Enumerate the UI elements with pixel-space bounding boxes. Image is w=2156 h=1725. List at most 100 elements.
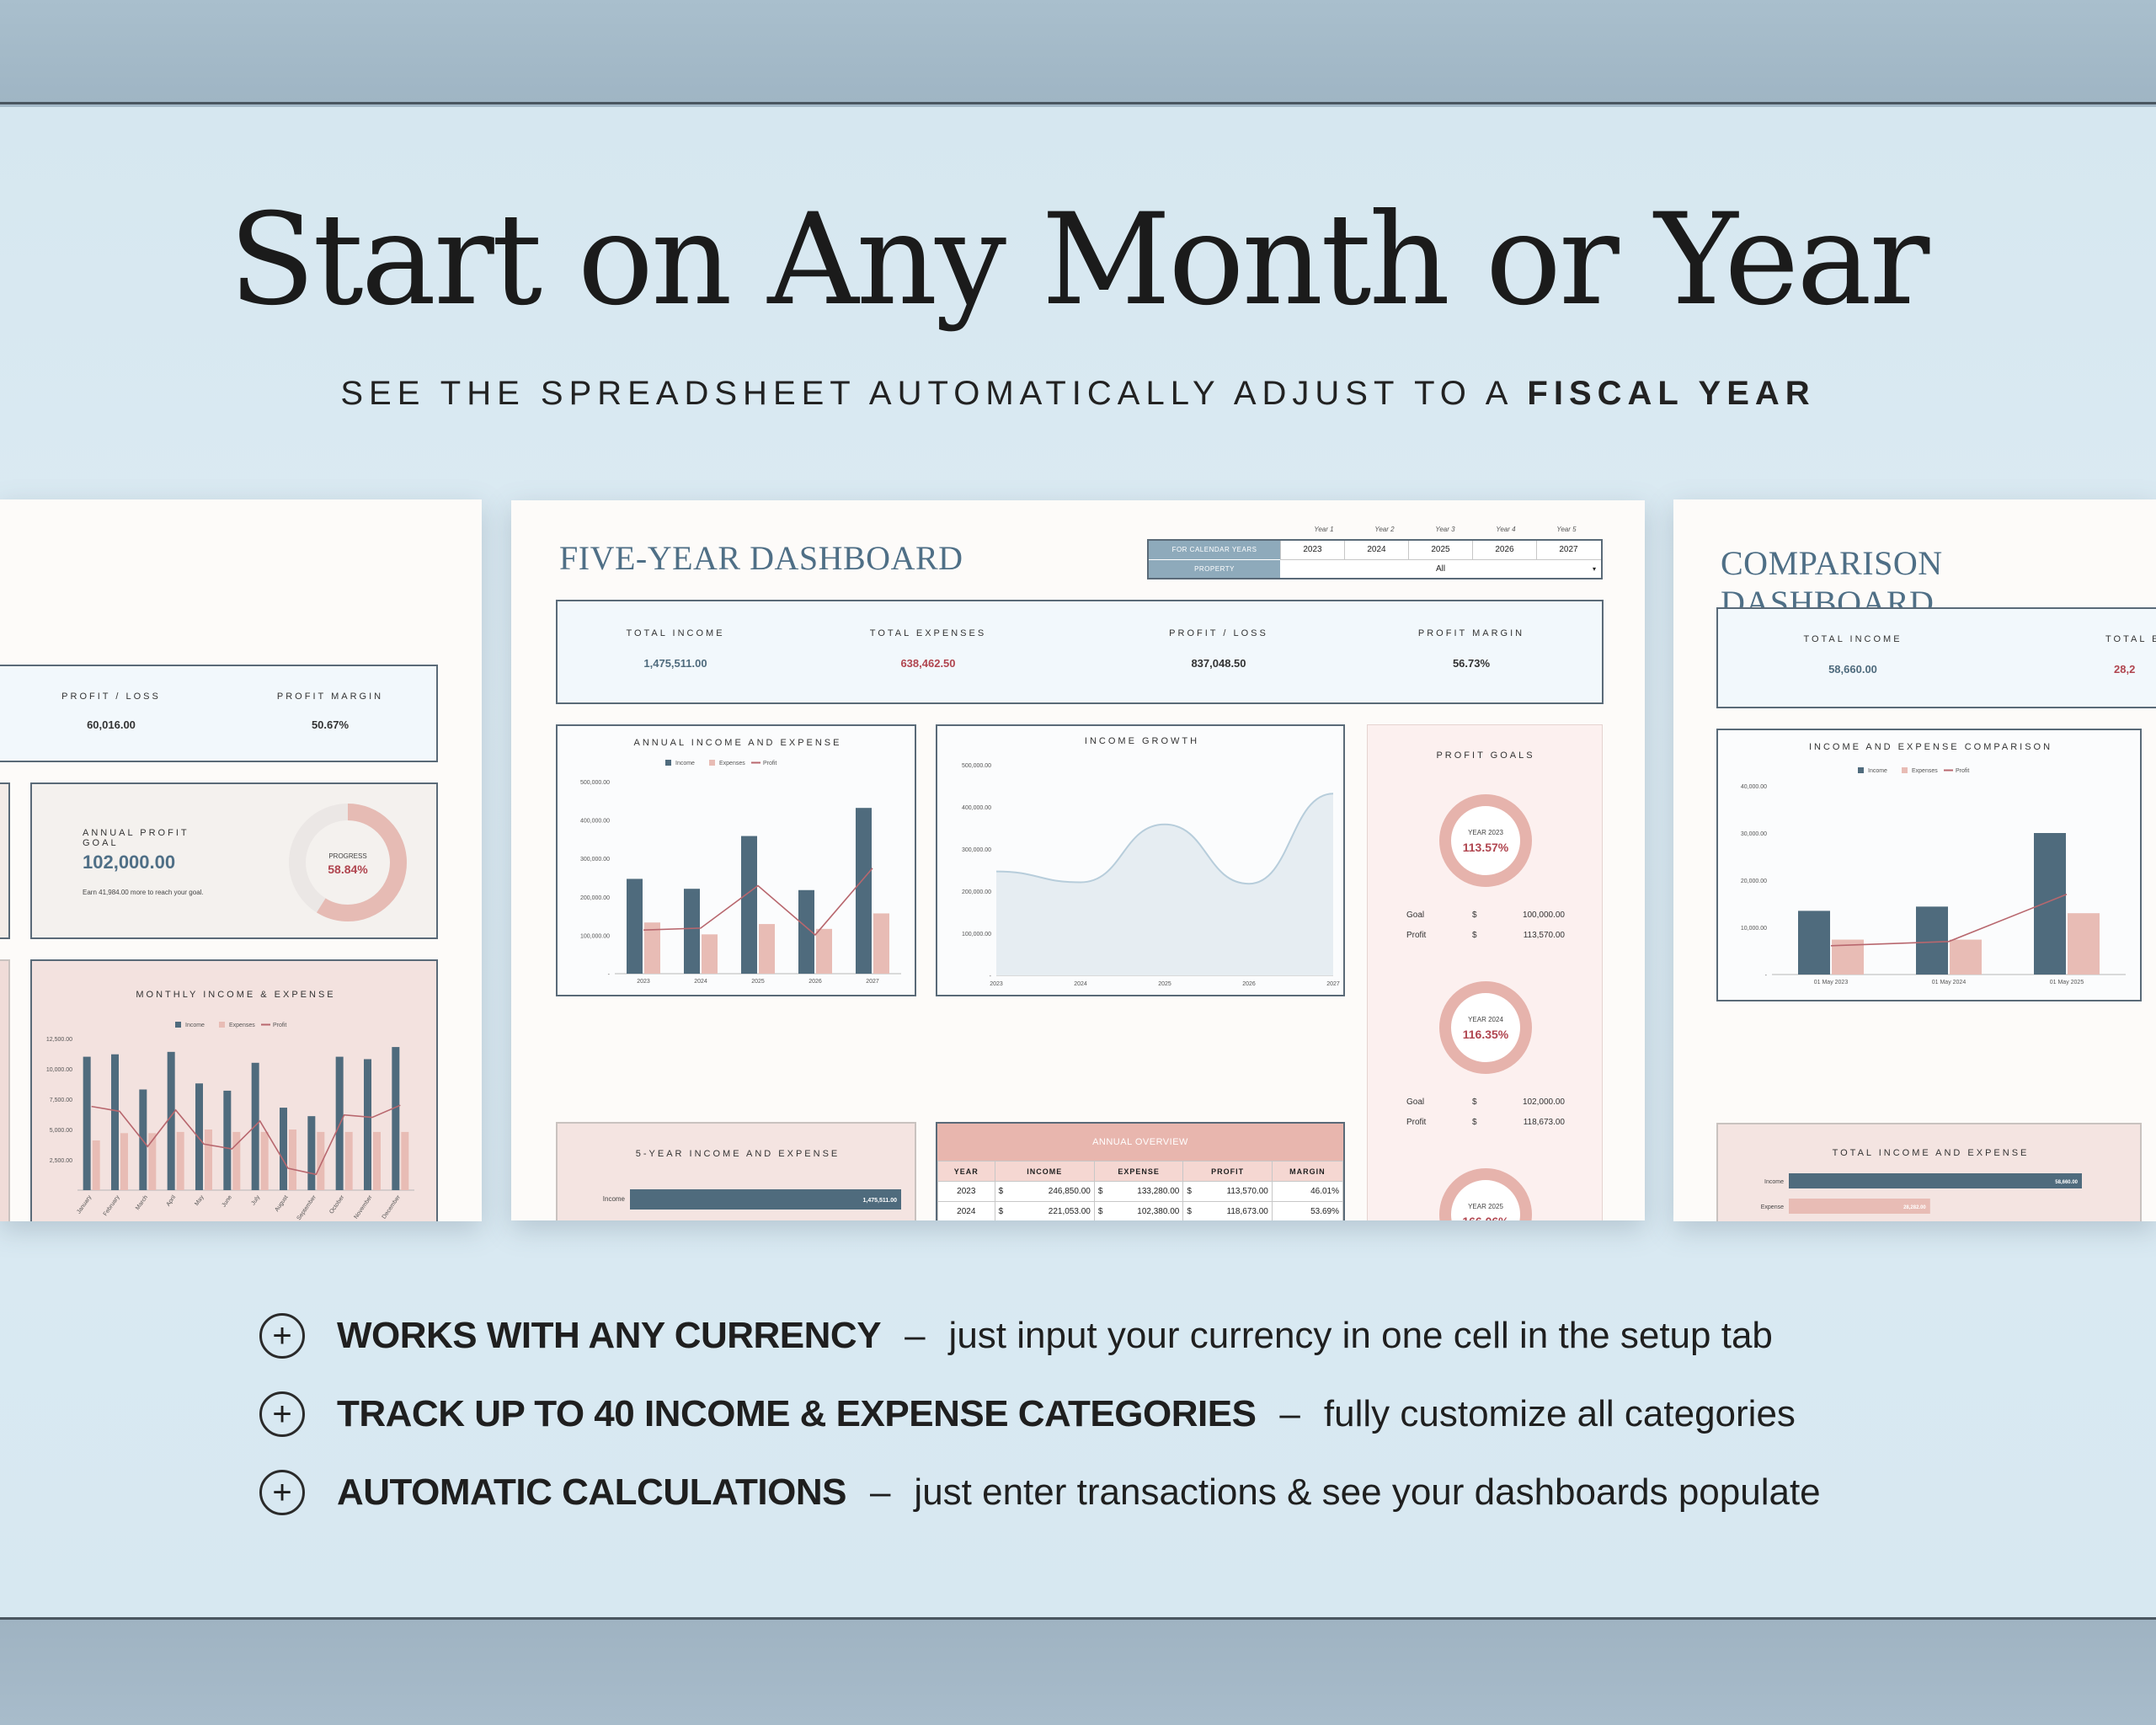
goal-value: 102,000.00 [83,852,176,873]
year-cell[interactable]: 2024 [1344,541,1408,559]
goal-percent: 166.06% [1462,1215,1509,1220]
x-tick-label: August [274,1194,289,1213]
x-tick-label: 01 May 2024 [1932,980,1967,985]
expense-bar [759,924,775,974]
year-header: Year 5 [1556,526,1577,533]
x-tick-label: 01 May 2025 [2050,980,2084,985]
chevron-down-icon[interactable]: ▾ [1592,565,1596,573]
expense-bar [1789,1199,1930,1214]
goal-row-value: 100,000.00 [1522,911,1565,920]
feature-item: + WORKS WITH ANY CURRENCY – just input your… [259,1312,1773,1359]
expense-bar [92,1140,100,1190]
legend-label: Expenses [229,1023,255,1028]
y-tick-label: - [990,974,992,980]
progress-ring: PROGRESS 58.84% [289,804,407,921]
goal-row-value: 118,673.00 [1523,1118,1565,1127]
expense-bar [232,1131,241,1190]
expense-bar [1950,939,1982,975]
chart-title: MONTHLY INCOME & EXPENSE [136,990,336,1000]
y-tick-label: 7,500.00 [50,1097,72,1103]
hero-stage: Start on Any Month or Year SEE THE SPREA… [0,107,2156,1617]
table-cell: $118,673.00 [1182,1201,1273,1220]
expense-bar [176,1131,184,1190]
year-cells: 2023 2024 2025 2026 2027 [1280,541,1601,559]
goal-row-label: Goal [1406,1097,1425,1107]
x-tick-label: November [353,1194,374,1220]
x-tick-label: 2024 [694,979,707,985]
x-tick-label: March [135,1194,149,1211]
income-bar [798,889,814,974]
y-tick-label: 100,000.00 [580,933,610,939]
kpi-label: PROFIT MARGIN [276,692,384,702]
chart-title: INCOME GROWTH [1084,736,1200,746]
chart-title: TOTAL INCOME AND EXPENSE [1832,1148,2030,1158]
table-cell: $221,053.00 [994,1201,1095,1220]
goal-row-value: 113,570.00 [1523,931,1565,940]
table-cell: 53.69% [1271,1201,1344,1220]
income-bar [630,1189,901,1210]
property-select[interactable]: All ▾ [1280,559,1601,578]
income-bar [1798,911,1830,975]
chart-title: ANNUAL INCOME AND EXPENSE [633,738,842,748]
income-bar [392,1047,400,1190]
x-tick-label: January [76,1194,93,1215]
chart-title: 5-YEAR INCOME AND EXPENSE [635,1149,841,1159]
y-tick-label: 400,000.00 [580,819,610,825]
x-tick-label: 2025 [1158,981,1171,987]
growth-chart: - 100,000.00 200,000.00 300,000.00 400,000.0… [962,763,1340,987]
income-bar [1916,906,1948,975]
legend-label: Expenses [719,761,745,766]
year-cell[interactable]: 2026 [1472,541,1536,559]
monthly-dashboard-card: PROFIT / LOSS 60,016.00 PROFIT MARGIN 50… [0,499,482,1221]
dashboard-title: FIVE-YEAR DASHBOARD [559,539,963,577]
kpi-label: PROFIT MARGIN [1417,628,1525,638]
kpi-strip: TOTAL INCOME 58,660.00 TOTAL E 28,2 [1716,607,2156,708]
y-tick-label: 40,000.00 [1741,784,1767,790]
expense-bar [344,1131,353,1190]
year-header: Year 1 [1314,526,1334,533]
year-cell[interactable]: 2025 [1408,541,1472,559]
goal-row-value: 102,000.00 [1522,1097,1565,1107]
legend-swatch [665,760,671,766]
feature-item: + AUTOMATIC CALCULATIONS – just enter trans… [259,1469,1821,1516]
top-band [0,0,2156,104]
expense-bar [702,934,718,974]
x-tick-label: 2026 [808,979,822,985]
chart-title: INCOME AND EXPENSE COMPARISON [1808,742,2053,752]
x-tick-label: October [328,1194,345,1215]
goal-ring: YEAR 2023 113.57% [1439,794,1532,887]
y-tick-label: 12,500.00 [46,1037,72,1043]
goal-note: Earn 41,984.00 more to reach your goal. [83,889,204,896]
x-tick-label: 2027 [866,979,879,985]
y-tick-label: 100,000.00 [962,932,991,937]
feature-title: WORKS WITH ANY CURRENCY [337,1315,882,1356]
income-bar [856,808,872,974]
feature-title: TRACK UP TO 40 INCOME & EXPENSE CATEGORI… [337,1393,1257,1434]
legend-label: Expenses [1912,768,1938,774]
year-cell[interactable]: 2023 [1280,541,1344,559]
kpi-label: TOTAL INCOME [626,628,725,638]
goal-row-label: Profit [1406,931,1427,940]
monthly-chart-box: MONTHLY INCOME & EXPENSE Income Expenses P… [30,959,438,1221]
profit-line [91,1104,401,1176]
income-bar [684,889,700,974]
kpi-value: 58,660.00 [1828,663,1877,676]
feature-title: AUTOMATIC CALCULATIONS [337,1471,846,1513]
goal-row-label: Profit [1406,1118,1427,1127]
table-row: 2023 $246,850.00 $133,280.00 $113,570.00 46.… [937,1181,1344,1202]
comparison-dashboard-card: COMPARISON DASHBOARD TOTAL INCOME 58,660… [1673,499,2156,1221]
overview-table: YEAR INCOME EXPENSE PROFIT MARGIN 2023 $246,85… [937,1161,1344,1220]
five-year-box: 5-YEAR INCOME AND EXPENSE Income 1,475,51… [556,1122,916,1220]
annual-chart-box: ANNUAL INCOME AND EXPENSE Income Expenses… [556,724,916,996]
legend-label: Profit [273,1023,286,1028]
year-cell[interactable]: 2027 [1536,541,1600,559]
x-tick-label: 2024 [1074,981,1087,987]
goal-ring: YEAR 2024 116.35% [1439,981,1532,1074]
annual-chart: Income Expenses Profit - 100,000.00 200,000.0… [580,760,901,985]
goal-percent: 116.35% [1463,1028,1509,1041]
x-tick-label: 2023 [990,981,1003,987]
currency-symbol: $ [1097,1207,1103,1216]
bar-value: 1,475,511.00 [863,1198,898,1204]
column-header: MARGIN [1271,1161,1344,1182]
expense-bar [289,1130,296,1190]
